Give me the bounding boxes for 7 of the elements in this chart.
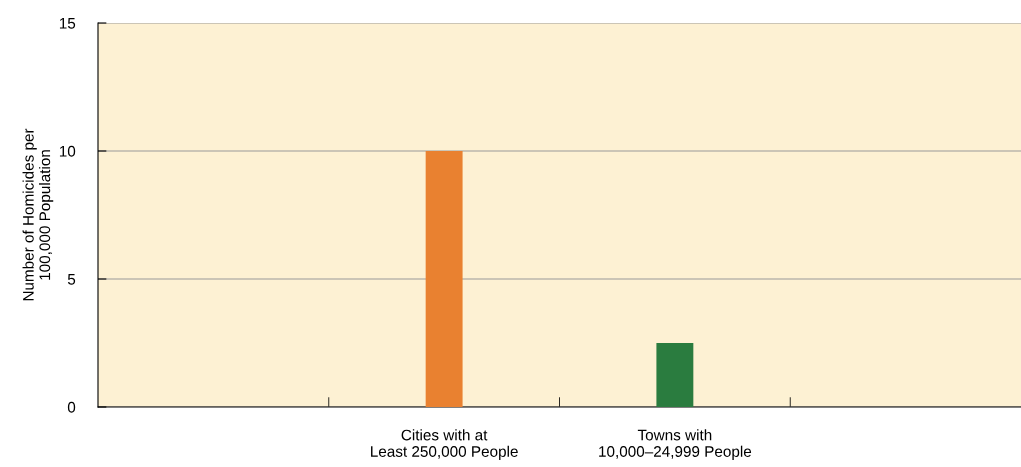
x-tick-label: Towns with 10,000–24,999 People xyxy=(599,429,752,460)
y-tick-label: 5 xyxy=(67,274,76,285)
y-tick-label: 0 xyxy=(67,401,76,413)
y-tick-label: 15 xyxy=(59,18,76,29)
y-tick-label: 10 xyxy=(59,145,76,157)
y-axis-title: Number of Homicides per 100,000 Population xyxy=(22,128,54,301)
x-tick-label: Cities with at Least 250,000 People xyxy=(371,429,518,460)
